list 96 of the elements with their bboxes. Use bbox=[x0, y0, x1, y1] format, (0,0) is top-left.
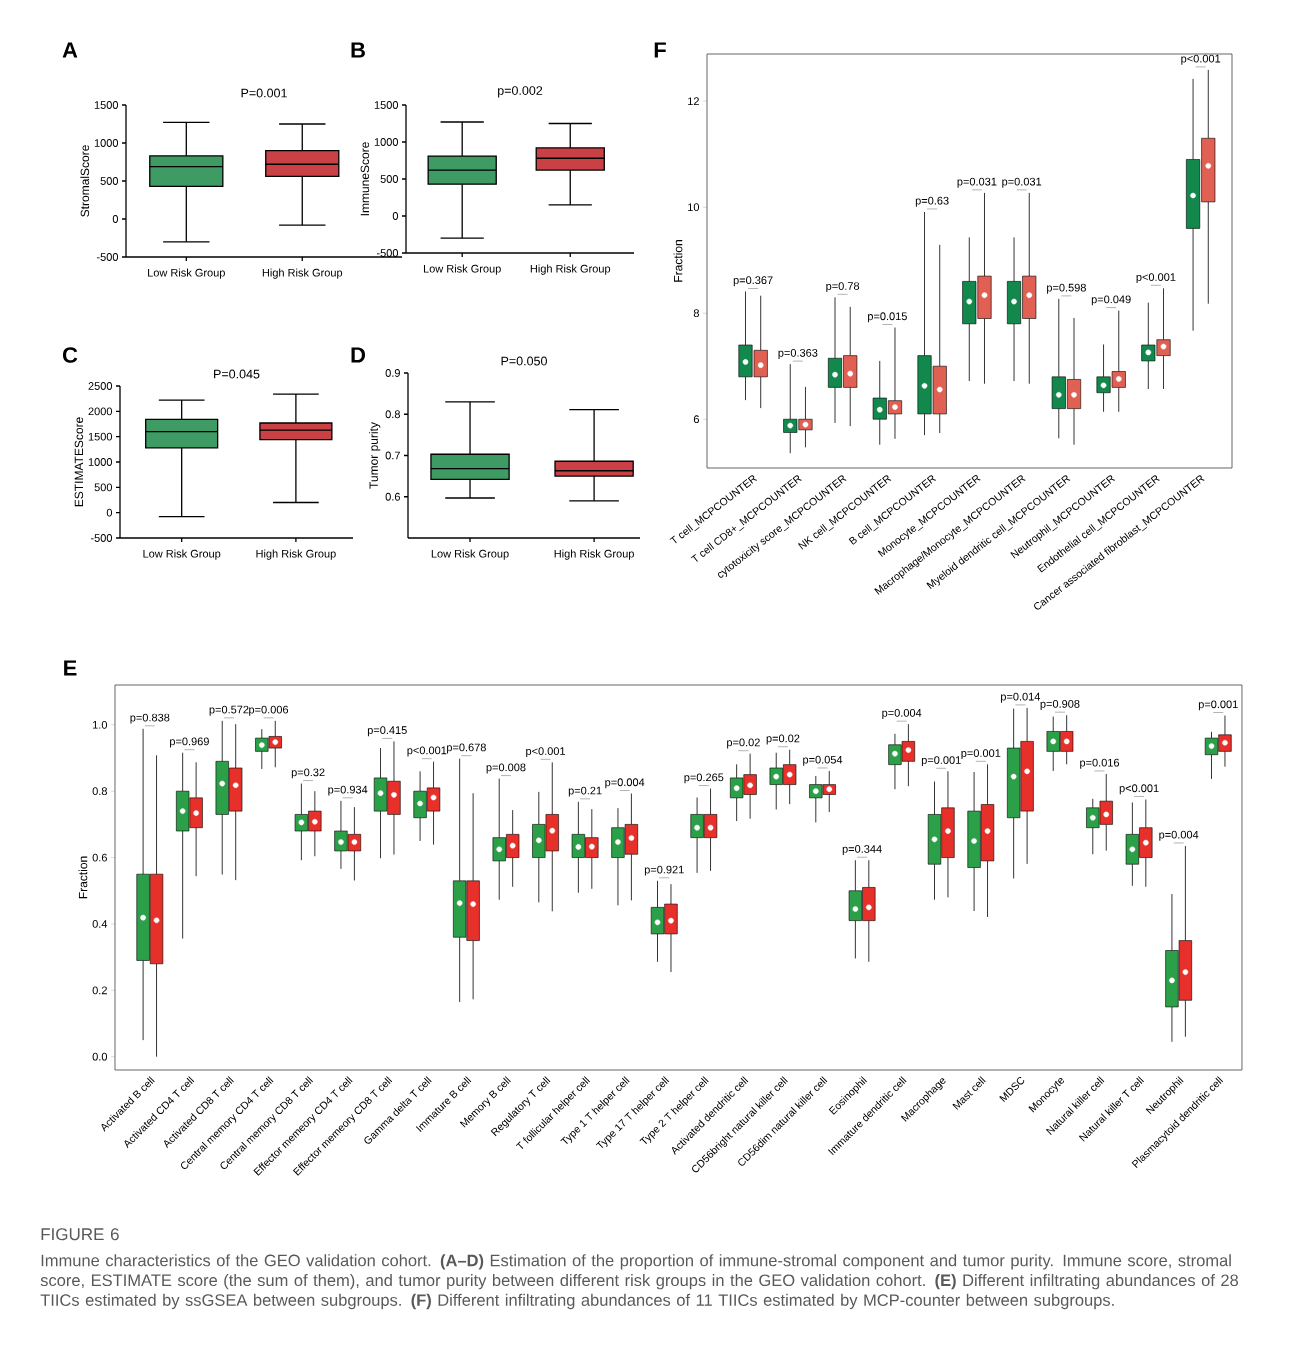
y-tick-label: 500 bbox=[100, 177, 119, 185]
annotation: p=0.02 bbox=[727, 738, 760, 749]
chart-title: p=0.002 bbox=[498, 86, 543, 98]
annotation: p=0.02 bbox=[766, 734, 800, 745]
annotation: p=0.363 bbox=[778, 348, 818, 359]
y-axis-title: ImmuneScore bbox=[360, 142, 370, 216]
y-tick-label: 8 bbox=[693, 309, 699, 318]
y-tick-label: 0.8 bbox=[92, 787, 107, 796]
y-axis-title: Fraction bbox=[673, 240, 683, 282]
y-tick-label: -500 bbox=[90, 534, 113, 542]
annotation: p=0.016 bbox=[1080, 758, 1120, 769]
text: F bbox=[654, 42, 666, 58]
annotation: p=0.572 bbox=[209, 705, 249, 716]
annotation: p=0.921 bbox=[644, 865, 684, 876]
y-tick-label: 1000 bbox=[374, 138, 399, 146]
annotation: p=0.265 bbox=[684, 773, 724, 784]
annotation: p=0.598 bbox=[1047, 283, 1086, 294]
annotation: p=0.63 bbox=[915, 196, 949, 207]
y-tick-label: 500 bbox=[380, 175, 399, 183]
text: E bbox=[64, 660, 77, 676]
y-tick-label: 500 bbox=[94, 483, 113, 492]
annotation: p=0.908 bbox=[1040, 700, 1080, 710]
annotation: p=0.015 bbox=[868, 312, 907, 323]
y-tick-label: 1000 bbox=[94, 139, 119, 147]
x-tick-label: Low Risk Group bbox=[423, 264, 501, 275]
text: D bbox=[351, 347, 366, 363]
y-tick-label: 1500 bbox=[374, 101, 399, 109]
annotation: p=0.934 bbox=[328, 785, 368, 796]
annotation: p=0.049 bbox=[1091, 295, 1131, 306]
y-tick-label: 2000 bbox=[88, 407, 113, 416]
y-axis-title: Tumor purity bbox=[369, 422, 381, 489]
x-tick-label: Low Risk Group bbox=[143, 549, 221, 560]
y-tick-label: 10 bbox=[688, 203, 700, 212]
annotation: p=0.014 bbox=[1001, 692, 1041, 703]
x-tick-label: High Risk Group bbox=[262, 268, 343, 279]
y-tick-label: 1500 bbox=[94, 101, 119, 109]
y-axis-title: ESTIMATEScore bbox=[74, 417, 84, 507]
annotation: p=0.367 bbox=[733, 276, 773, 287]
y-tick-label: 1500 bbox=[88, 432, 113, 441]
y-tick-label: 0.2 bbox=[92, 986, 107, 995]
annotation: p=0.004 bbox=[882, 709, 922, 719]
y-tick-label: 0.9 bbox=[385, 369, 400, 377]
text: Immune characteristics of the GEO validation cohort. (A–D) Estimation of the proportion of immune-stromal component and tumor purity. Immune score, stromal score, ESTIMATE score (the sum of them), and tumor purity between different risk groups in the GEO validation cohort. (E) Different infiltrating abundances of 28 TIICs estimated by ssGSEA between subgroups. (F) Different infiltrating abundances of 11 TIICs estimated by MCP-counter between subgroups. bbox=[40, 1254, 1239, 1310]
y-tick-label: 0.6 bbox=[385, 492, 400, 501]
annotation: p=0.78 bbox=[826, 282, 860, 293]
y-tick-label: 0 bbox=[112, 215, 119, 223]
y-tick-label: 0 bbox=[392, 212, 399, 220]
annotation: p=0.006 bbox=[249, 705, 289, 716]
x-tick-label: High Risk Group bbox=[530, 264, 611, 275]
text: A bbox=[62, 42, 78, 58]
annotation: p=0.415 bbox=[367, 726, 407, 737]
y-tick-label: 0.7 bbox=[385, 451, 400, 460]
annotation: p=0.008 bbox=[486, 763, 526, 774]
annotation: p=0.054 bbox=[803, 755, 843, 766]
y-tick-label: 0.6 bbox=[92, 853, 107, 862]
y-tick-label: 2500 bbox=[88, 382, 113, 390]
y-tick-label: 1.0 bbox=[93, 720, 108, 729]
annotation: p=0.969 bbox=[170, 737, 209, 748]
annotation: p=0.004 bbox=[605, 778, 645, 789]
caption: FIGURE 6 bbox=[41, 1228, 119, 1241]
chart-title: P=0.050 bbox=[501, 356, 547, 366]
annotation: p<0.001 bbox=[1136, 273, 1176, 284]
y-tick-label: 0 bbox=[106, 508, 113, 517]
text: B bbox=[351, 42, 365, 58]
annotation: p<0.001 bbox=[1119, 784, 1159, 795]
annotation: p=0.031 bbox=[957, 177, 997, 188]
y-tick-label: 0.0 bbox=[92, 1052, 108, 1061]
y-tick-label: 12 bbox=[688, 97, 699, 106]
chart-title: P=0.001 bbox=[241, 88, 287, 98]
annotation: p=0.001 bbox=[961, 749, 1001, 760]
text: C bbox=[62, 347, 78, 363]
annotation: p<0.001 bbox=[526, 747, 566, 758]
x-tick-label: High Risk Group bbox=[256, 549, 336, 560]
annotation: p=0.21 bbox=[568, 786, 602, 797]
y-tick-label: 0.4 bbox=[92, 920, 108, 928]
annotation: p=0.678 bbox=[447, 743, 486, 754]
chart-title: P=0.045 bbox=[214, 369, 260, 379]
y-tick-label: 1000 bbox=[88, 458, 113, 466]
y-tick-label: 6 bbox=[693, 415, 699, 424]
x-tick-label: Low Risk Group bbox=[148, 268, 225, 279]
x-tick-label: High Risk Group bbox=[554, 549, 634, 560]
y-tick-label: 0.8 bbox=[385, 410, 400, 419]
annotation: p=0.031 bbox=[1002, 177, 1042, 188]
y-tick-label: -500 bbox=[376, 249, 399, 257]
y-axis-title: StromalScore bbox=[80, 145, 90, 217]
annotation: p=0.344 bbox=[842, 845, 882, 856]
annotation: p<0.001 bbox=[1181, 54, 1221, 65]
annotation: p=0.838 bbox=[130, 713, 170, 724]
y-axis-title: Fraction bbox=[78, 856, 88, 899]
x-tick-label: Low Risk Group bbox=[431, 549, 509, 560]
annotation: p=0.32 bbox=[291, 768, 325, 779]
y-tick-label: -500 bbox=[96, 253, 119, 261]
annotation: p=0.001 bbox=[921, 756, 961, 767]
annotation: p=0.004 bbox=[1159, 830, 1199, 841]
annotation: p<0.001 bbox=[407, 746, 447, 757]
annotation: p=0.001 bbox=[1198, 700, 1238, 711]
